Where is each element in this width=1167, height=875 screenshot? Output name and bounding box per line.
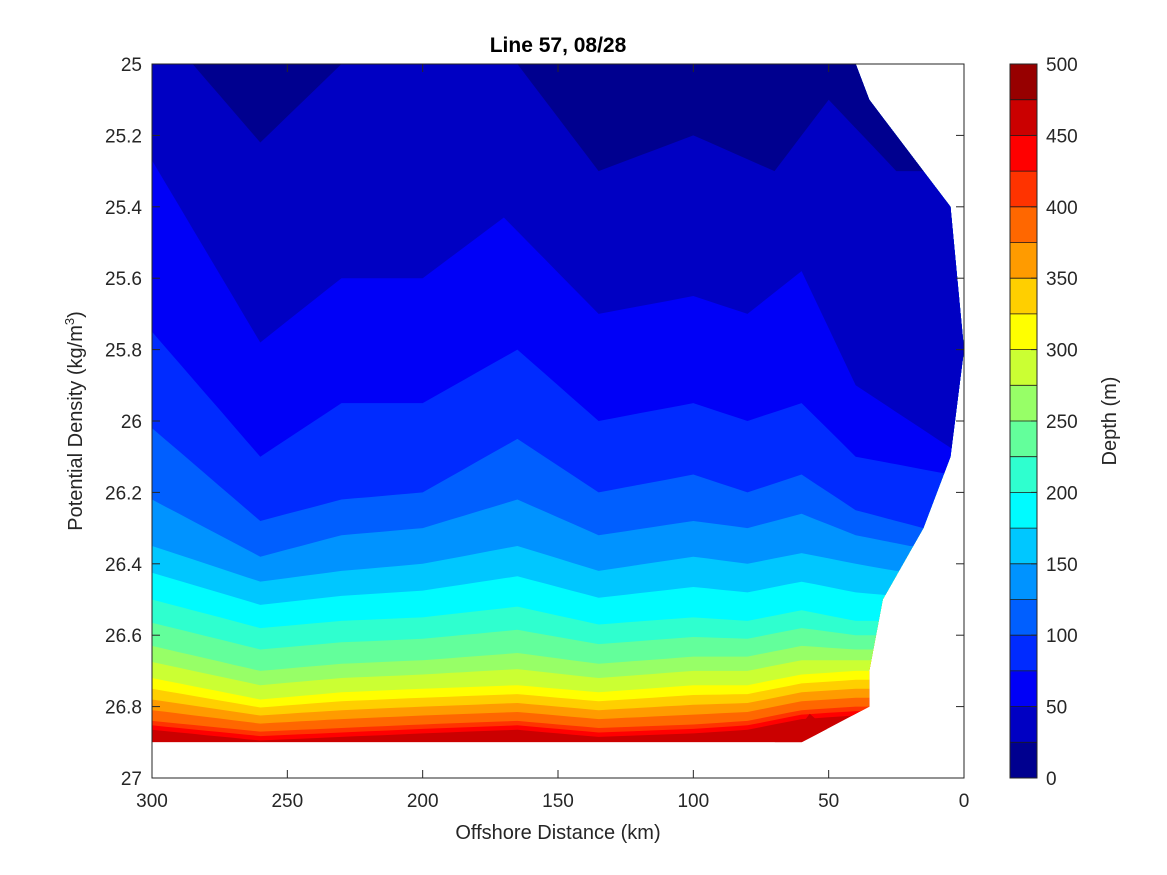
colorbar-segment [1010, 135, 1037, 172]
y-axis-ticks: 25 25.2 25.4 25.6 25.8 26 26.2 26.4 26.6 26.8 27 [105, 55, 964, 790]
colorbar-segment [1010, 99, 1037, 136]
colorbar-label: Depth (m) [1099, 377, 1121, 466]
y-tick-label: 27 [121, 769, 142, 790]
x-tick-label: 0 [959, 791, 970, 812]
colorbar-segment [1010, 278, 1037, 315]
colorbar-tick-label: 100 [1046, 626, 1078, 647]
colorbar-segment [1010, 349, 1037, 386]
x-tick-label: 50 [818, 791, 839, 812]
colorbar-segment [1010, 563, 1037, 600]
chart-title: Line 57, 08/28 [490, 34, 627, 57]
y-tick-label: 25.2 [105, 126, 142, 147]
colorbar-segment [1010, 242, 1037, 279]
colorbar-segment [1010, 206, 1037, 243]
y-tick-label: 26.6 [105, 626, 142, 647]
colorbar-tick-label: 300 [1046, 341, 1078, 362]
colorbar-tick-label: 0 [1046, 769, 1057, 790]
colorbar-segment [1010, 385, 1037, 422]
colorbar-tick-label: 50 [1046, 698, 1067, 719]
y-tick-label: 26.2 [105, 483, 142, 504]
colorbar-segment [1010, 670, 1037, 708]
colorbar-segment [1010, 635, 1037, 672]
x-tick-label: 200 [407, 791, 439, 812]
colorbar-tick-label: 500 [1046, 55, 1078, 76]
x-axis-ticks: 300 250 200 150 100 50 0 [136, 64, 969, 812]
colorbar-tick-label: 450 [1046, 126, 1078, 147]
y-tick-label: 25.4 [105, 198, 142, 219]
colorbar-segment [1010, 706, 1037, 743]
y-tick-label: 26 [121, 412, 142, 433]
colorbar-tick-label: 350 [1046, 269, 1078, 290]
y-tick-label: 26.8 [105, 698, 142, 719]
colorbar-segment [1010, 492, 1037, 529]
plot-area: 300 250 200 150 100 50 0 2525.225.425.625.8262… [105, 55, 969, 812]
x-tick-label: 100 [677, 791, 709, 812]
contour-band [152, 64, 964, 172]
y-tick-label: 25.8 [105, 341, 142, 362]
x-tick-label: 150 [542, 791, 574, 812]
colorbar-segment [1010, 64, 1037, 101]
colorbar-tick-label: 200 [1046, 483, 1078, 504]
colorbar-segment [1010, 599, 1037, 636]
colorbar-segment [1010, 313, 1037, 351]
colorbar-tick-label: 250 [1046, 412, 1078, 433]
colorbar: 0 50 100 150 200 250 300 350 400 450 500 [1009, 55, 1078, 790]
colorbar-segment [1010, 421, 1037, 458]
y-tick-label: 26.4 [105, 555, 142, 576]
colorbar-tick-label: 150 [1046, 555, 1078, 576]
contour-bands [152, 64, 964, 743]
y-tick-label: 25.6 [105, 269, 142, 290]
colorbar-tick-label: 400 [1046, 198, 1078, 219]
y-axis-label: Potential Density (kg/m3) [62, 311, 87, 531]
colorbar-segment [1010, 456, 1037, 493]
x-tick-label: 300 [136, 791, 168, 812]
y-tick-label: 25 [121, 55, 142, 76]
colorbar-segment [1010, 742, 1037, 779]
colorbar-segment [1010, 171, 1037, 208]
x-tick-label: 250 [271, 791, 303, 812]
colorbar-segment [1010, 528, 1037, 565]
x-axis-label: Offshore Distance (km) [455, 822, 660, 844]
